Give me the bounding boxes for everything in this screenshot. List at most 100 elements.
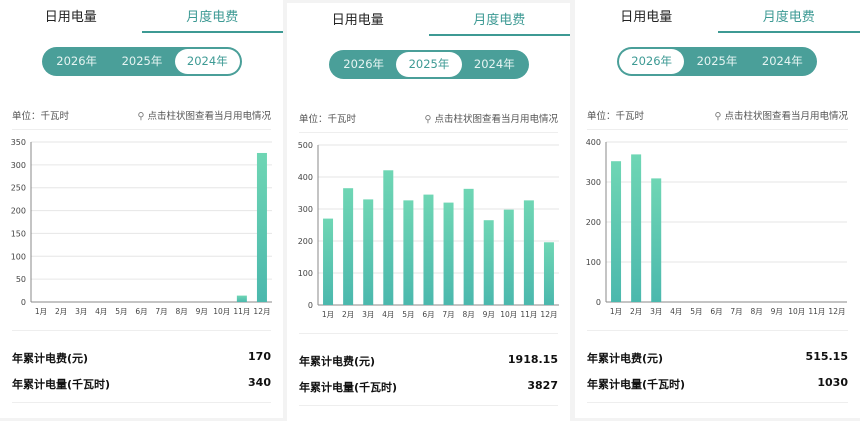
unit-label: 单位：千瓦时 [12, 108, 69, 122]
bar-10月[interactable] [504, 210, 514, 305]
divider [299, 132, 558, 133]
lightbulb-icon: ⚲ [715, 111, 725, 122]
tab-monthly-fee[interactable]: 月度电费 [429, 9, 571, 28]
x-tick-label: 1月 [322, 310, 334, 319]
x-tick-label: 6月 [422, 310, 434, 319]
annual-energy-row: 年累计电量(千瓦时)3827 [299, 379, 558, 395]
x-tick-label: 2月 [630, 307, 642, 316]
annual-energy-row: 年累计电量(千瓦时)1030 [587, 376, 848, 392]
tab-daily-usage[interactable]: 日用电量 [287, 9, 429, 28]
bar-5月[interactable] [403, 200, 413, 305]
hint-text: 点击柱状图查看当月用电情况 [147, 111, 271, 122]
bar-9月[interactable] [484, 220, 494, 305]
year-option-2[interactable]: 2024年 [462, 52, 527, 77]
lightbulb-icon: ⚲ [425, 114, 435, 125]
bar-7月[interactable] [444, 203, 454, 305]
lightbulb-icon: ⚲ [138, 111, 148, 122]
annual-energy-label: 年累计电量(千瓦时) [12, 376, 110, 392]
x-tick-label: 11月 [233, 307, 250, 316]
bar-12月[interactable] [257, 153, 267, 302]
bar-2月[interactable] [631, 154, 641, 302]
x-tick-label: 7月 [730, 307, 742, 316]
x-tick-label: 10月 [788, 307, 805, 316]
y-tick-label: 350 [11, 138, 26, 147]
divider [12, 129, 271, 130]
x-tick-label: 10月 [213, 307, 230, 316]
y-tick-label: 150 [11, 229, 26, 238]
tab-monthly-fee[interactable]: 月度电费 [142, 6, 284, 25]
x-tick-label: 6月 [710, 307, 722, 316]
annual-fee-label: 年累计电费(元) [587, 350, 663, 366]
x-tick-label: 5月 [115, 307, 127, 316]
annual-fee-value: 515.15 [806, 350, 848, 366]
x-tick-label: 5月 [402, 310, 414, 319]
x-tick-label: 3月 [75, 307, 87, 316]
y-tick-label: 100 [586, 258, 601, 267]
tab-bar: 日用电量 月度电费 [575, 0, 860, 33]
x-tick-label: 4月 [95, 307, 107, 316]
annual-energy-row: 年累计电量(千瓦时)340 [12, 376, 271, 392]
bar-8月[interactable] [464, 189, 474, 305]
year-option-1[interactable]: 2025年 [109, 49, 174, 74]
x-tick-label: 10月 [500, 310, 517, 319]
bar-4月[interactable] [383, 170, 393, 305]
active-tab-underline [429, 34, 571, 36]
y-tick-label: 300 [11, 161, 26, 170]
x-tick-label: 9月 [196, 307, 208, 316]
bar-6月[interactable] [423, 195, 433, 305]
year-option-0[interactable]: 2026年 [44, 49, 109, 74]
x-tick-label: 11月 [520, 310, 537, 319]
x-tick-label: 1月 [610, 307, 622, 316]
bar-3月[interactable] [651, 178, 661, 302]
y-tick-label: 400 [586, 138, 601, 147]
tab-bar: 日用电量 月度电费 [0, 0, 283, 33]
x-tick-label: 3月 [650, 307, 662, 316]
divider [299, 405, 558, 406]
y-tick-label: 0 [21, 298, 26, 307]
x-tick-label: 9月 [483, 310, 495, 319]
divider [299, 333, 558, 334]
annual-fee-value: 1918.15 [508, 353, 558, 369]
hint-text: 点击柱状图查看当月用电情况 [724, 111, 848, 122]
divider [587, 330, 848, 331]
tab-daily-usage[interactable]: 日用电量 [0, 6, 142, 25]
annual-fee-label: 年累计电费(元) [12, 350, 88, 366]
annual-fee-label: 年累计电费(元) [299, 353, 375, 369]
y-tick-label: 300 [298, 205, 313, 214]
x-tick-label: 1月 [35, 307, 47, 316]
tab-daily-usage[interactable]: 日用电量 [575, 6, 718, 25]
tab-monthly-fee[interactable]: 月度电费 [718, 6, 860, 25]
year-option-2[interactable]: 2024年 [175, 49, 240, 74]
bar-12月[interactable] [544, 242, 554, 305]
unit-label: 单位：千瓦时 [587, 108, 644, 122]
divider [12, 330, 271, 331]
year-option-0[interactable]: 2026年 [331, 52, 396, 77]
bar-2月[interactable] [343, 188, 353, 305]
bar-11月[interactable] [524, 200, 534, 305]
annual-energy-value: 1030 [817, 376, 848, 392]
year-option-2[interactable]: 2024年 [750, 49, 815, 74]
bar-1月[interactable] [323, 219, 333, 305]
year-option-1[interactable]: 2025年 [396, 52, 461, 77]
bar-11月[interactable] [237, 296, 247, 302]
y-tick-label: 0 [596, 298, 601, 307]
year-option-0[interactable]: 2026年 [619, 49, 684, 74]
year-option-1[interactable]: 2025年 [684, 49, 749, 74]
unit-label: 单位：千瓦时 [299, 111, 356, 125]
y-tick-label: 200 [298, 237, 313, 246]
x-tick-label: 2月 [342, 310, 354, 319]
x-tick-label: 12月 [828, 307, 845, 316]
bar-1月[interactable] [611, 161, 621, 302]
bar-3月[interactable] [363, 199, 373, 305]
y-tick-label: 50 [16, 275, 26, 284]
y-tick-label: 100 [298, 269, 313, 278]
x-tick-label: 4月 [670, 307, 682, 316]
x-tick-label: 3月 [362, 310, 374, 319]
y-tick-label: 200 [11, 207, 26, 216]
annual-fee-row: 年累计电费(元)170 [12, 350, 271, 366]
